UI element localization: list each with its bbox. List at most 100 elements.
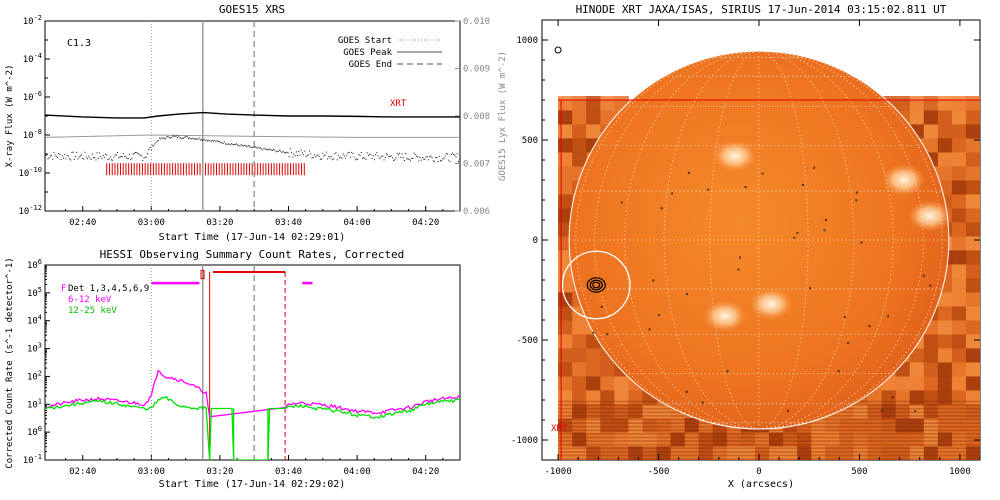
- xrt-corona-pixel: [951, 166, 967, 181]
- short-channel-flux-point: [71, 151, 73, 153]
- xrt-streak: [558, 433, 980, 435]
- short-channel-flux-point: [282, 150, 284, 152]
- xrt-corona-pixel: [754, 432, 770, 447]
- short-channel-flux-point: [216, 140, 218, 142]
- short-channel-flux-point: [412, 157, 414, 159]
- short-channel-flux-point: [274, 149, 276, 151]
- short-channel-flux-point: [433, 161, 435, 163]
- xrt-corona-pixel: [628, 446, 643, 460]
- short-channel-flux-point: [196, 138, 198, 140]
- xrt-corona-pixel: [558, 152, 573, 167]
- xrt-corona-pixel: [558, 404, 573, 419]
- xrt-corona-pixel: [867, 404, 883, 419]
- short-channel-flux-point: [83, 158, 85, 160]
- hessi-y-tick-label: 100: [27, 425, 42, 438]
- short-channel-flux-point: [439, 160, 441, 162]
- short-channel-flux-point: [143, 157, 145, 159]
- short-channel-flux-point: [273, 149, 275, 151]
- short-channel-flux-point: [425, 156, 427, 158]
- short-channel-flux-point: [223, 141, 225, 143]
- short-channel-flux-point: [240, 144, 242, 146]
- xrt-streak: [558, 429, 980, 432]
- xrt-corona-pixel: [811, 446, 826, 460]
- xrt-corona-pixel: [642, 418, 658, 433]
- short-channel-flux-point: [111, 159, 113, 161]
- short-channel-flux-point: [303, 154, 305, 156]
- xrt-corona-pixel: [825, 432, 840, 447]
- short-channel-flux-point: [324, 154, 326, 156]
- short-channel-flux-point: [431, 156, 433, 158]
- short-channel-flux-point: [229, 144, 231, 146]
- short-channel-flux-point: [323, 155, 325, 157]
- short-channel-flux-point: [142, 159, 144, 161]
- goes-flare-class: C1.3: [67, 38, 91, 49]
- short-channel-flux-point: [339, 157, 341, 159]
- short-channel-flux-point: [127, 158, 129, 160]
- xrt-corona-pixel: [951, 404, 967, 419]
- short-channel-flux-point: [313, 154, 315, 156]
- xrt-corona-pixel: [572, 348, 587, 363]
- short-channel-flux-point: [301, 152, 303, 154]
- short-channel-flux-point: [162, 137, 164, 139]
- xrt-corona-pixel: [881, 446, 897, 460]
- hessi-y-tick-label: 103: [27, 342, 42, 355]
- xrt-corona-pixel: [965, 306, 980, 321]
- xrt-corona-pixel: [965, 432, 980, 447]
- xrt-corona-pixel: [951, 110, 967, 125]
- xrt-corona-pixel: [923, 124, 939, 139]
- xrt-corona-pixel: [951, 292, 967, 307]
- short-channel-flux-point: [153, 145, 155, 147]
- xrt-corona-pixel: [895, 96, 911, 111]
- short-channel-flux-point: [130, 159, 132, 161]
- short-channel-flux-point: [393, 159, 395, 161]
- xrt-corona-pixel: [937, 138, 953, 153]
- short-channel-flux-point: [138, 153, 140, 155]
- short-channel-flux-point: [279, 149, 281, 151]
- xrt-y-tick-label: 500: [522, 136, 538, 146]
- xrt-corona-pixel: [895, 404, 911, 419]
- xrt-corona-pixel: [558, 138, 573, 153]
- short-channel-flux-point: [77, 158, 79, 160]
- short-channel-flux-point: [243, 145, 245, 147]
- xrt-corona-pixel: [965, 138, 980, 153]
- short-channel-flux-point: [454, 154, 456, 156]
- goes-x-label: Start Time (17-Jun-14 02:29:01): [159, 232, 346, 243]
- xrt-corona-pixel: [951, 180, 967, 195]
- short-channel-flux-point: [399, 152, 401, 154]
- short-channel-flux-point: [93, 157, 95, 159]
- xrt-corona-pixel: [909, 376, 925, 391]
- legend-goes-end: GOES End: [349, 60, 392, 70]
- short-channel-flux-point: [262, 149, 264, 151]
- xrt-corona-pixel: [656, 432, 672, 447]
- xrt-corona-pixel: [867, 390, 883, 405]
- xrt-corona-pixel: [586, 124, 601, 139]
- short-channel-flux-point: [78, 156, 80, 158]
- xrt-dark-pixel: [801, 183, 804, 186]
- xrt-corona-pixel: [600, 376, 615, 391]
- short-channel-flux-point: [181, 137, 183, 139]
- short-channel-flux-point: [376, 152, 378, 154]
- xrt-y-axis: 1000 500 0 -500 -1000: [511, 19, 980, 446]
- xrt-corona-pixel: [586, 446, 601, 460]
- goes-y-tick-label: 10-10: [19, 166, 43, 179]
- short-channel-flux-point: [292, 156, 294, 158]
- xrt-corona-pixel: [684, 446, 700, 460]
- short-channel-flux-point: [195, 138, 197, 140]
- xrt-corona-pixel: [726, 446, 742, 460]
- short-channel-flux-point: [424, 159, 426, 161]
- short-channel-flux-point: [379, 157, 381, 159]
- xrt-corona-pixel: [867, 432, 883, 447]
- short-channel-flux-point: [101, 158, 103, 160]
- short-channel-flux-point: [423, 158, 425, 160]
- goes-x-axis: 02:40 03:00 03:20 03:40 04:00 04:20: [65, 206, 461, 228]
- xrt-corona-pixel: [670, 446, 686, 460]
- hessi-y-tick-label: 10-1: [23, 453, 42, 466]
- xrt-corona-pixel: [951, 362, 967, 377]
- xrt-y-tick-label: -1000: [511, 436, 538, 446]
- short-channel-flux-point: [311, 157, 313, 159]
- xrt-corona-pixel: [965, 278, 980, 293]
- hessi-y-axis: 106 105 104 103 102 101 100 10-1: [23, 258, 50, 466]
- short-channel-flux-point: [351, 151, 353, 153]
- xrt-dark-pixel: [922, 274, 925, 277]
- short-channel-flux-point: [119, 156, 121, 158]
